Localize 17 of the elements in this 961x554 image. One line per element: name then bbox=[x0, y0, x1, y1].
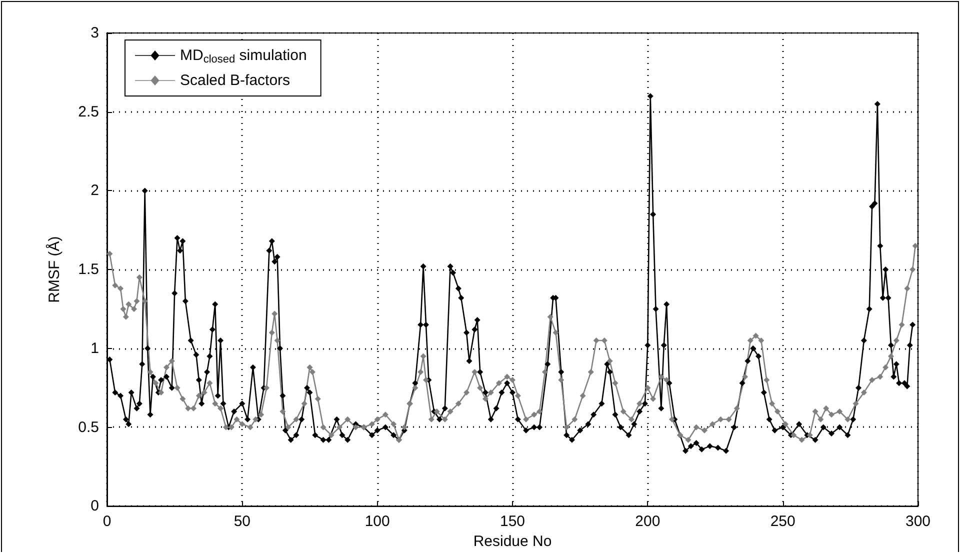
x-tick-label: 50 bbox=[234, 513, 251, 530]
y-axis-title: RMSF (Å) bbox=[45, 236, 63, 303]
x-tick-label: 150 bbox=[500, 513, 526, 530]
y-tick-label: 2 bbox=[90, 182, 99, 200]
legend-label: Scaled B-factors bbox=[180, 72, 290, 89]
y-tick-label: 1 bbox=[90, 340, 99, 357]
y-tick-label: 1.5 bbox=[78, 261, 99, 278]
y-tick-label: 3 bbox=[90, 24, 99, 42]
y-tick-label: 0.5 bbox=[78, 418, 99, 436]
x-tick-label: 100 bbox=[364, 513, 390, 530]
x-tick-label: 200 bbox=[635, 513, 660, 530]
x-axis-title: Residue No bbox=[473, 533, 552, 550]
x-tick-label: 250 bbox=[770, 513, 796, 530]
x-tick-label: 300 bbox=[905, 513, 931, 530]
x-tick-label: 0 bbox=[102, 513, 112, 530]
y-tick-label: 2.5 bbox=[78, 103, 99, 120]
y-tick-label: 0 bbox=[90, 498, 99, 515]
